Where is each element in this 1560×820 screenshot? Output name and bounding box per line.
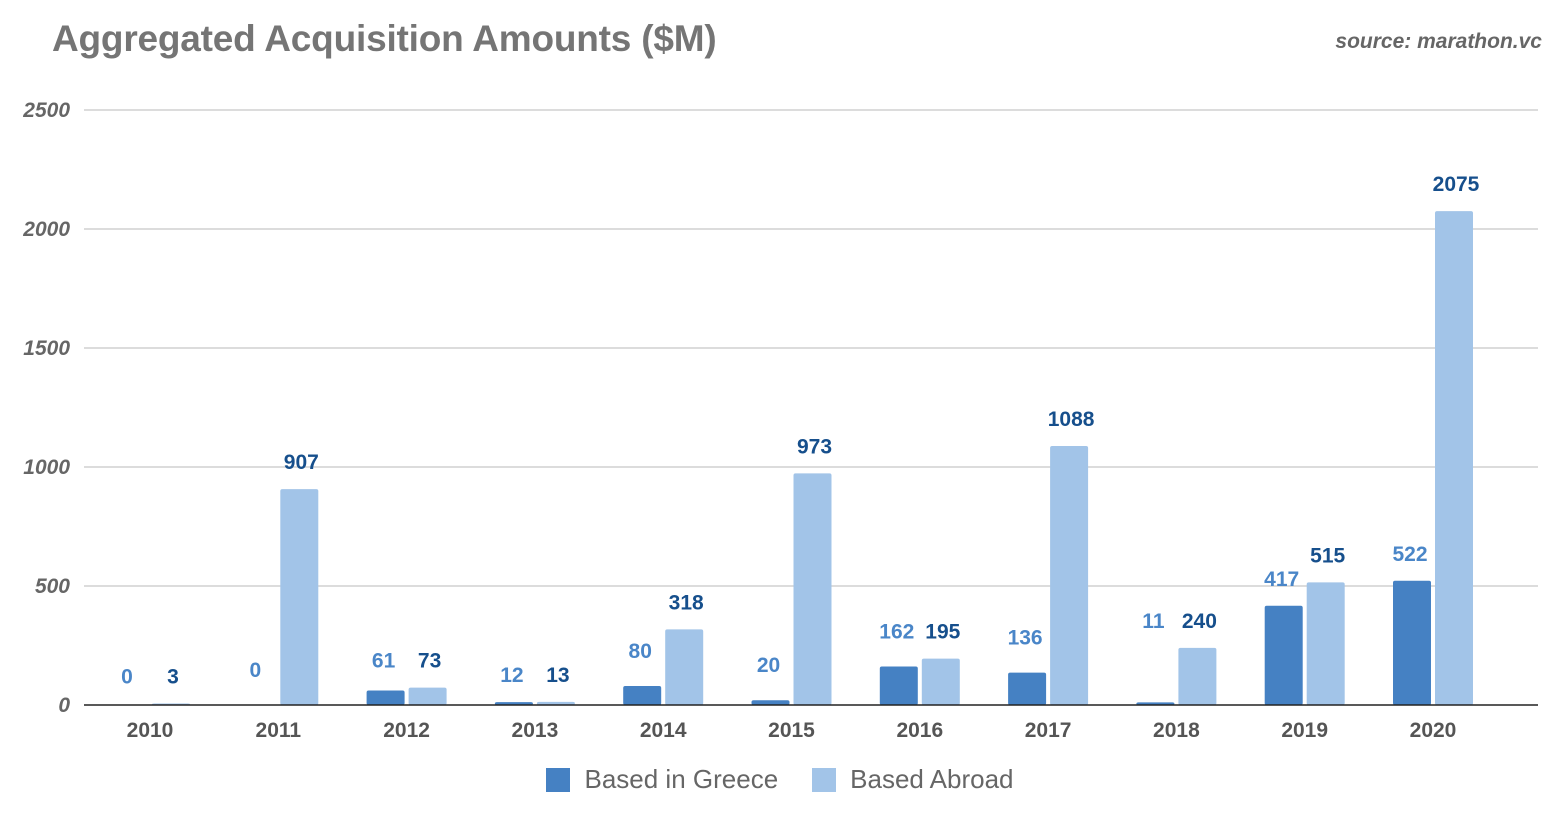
bar-abroad-2012[interactable] [408, 687, 447, 705]
bar-greece-2014[interactable] [623, 685, 662, 705]
bar-abroad-2020[interactable] [1435, 211, 1473, 705]
value-label-greece-2015: 20 [757, 654, 780, 677]
x-tick-label-2019: 2019 [1281, 719, 1328, 742]
value-label-greece-2012: 61 [372, 650, 396, 673]
value-label-greece-2020: 522 [1392, 543, 1427, 566]
y-tick-label-1500: 1500 [23, 337, 70, 360]
value-label-abroad-2019: 515 [1310, 544, 1345, 567]
value-label-abroad-2012: 73 [418, 650, 441, 673]
bar-greece-2015[interactable] [751, 700, 790, 705]
value-label-abroad-2016: 195 [925, 621, 960, 644]
value-label-abroad-2017: 1088 [1048, 408, 1095, 431]
legend-swatch-abroad [812, 767, 837, 792]
legend-item-abroad[interactable]: Based Abroad [812, 764, 1014, 795]
chart-title: Aggregated Acquisition Amounts ($M) [52, 18, 717, 59]
y-tick-label-500: 500 [35, 575, 70, 598]
bar-abroad-2019[interactable] [1306, 582, 1345, 705]
bar-abroad-2018[interactable] [1178, 647, 1217, 705]
value-label-abroad-2014: 318 [669, 591, 704, 614]
bar-abroad-2017[interactable] [1050, 446, 1089, 705]
value-label-greece-2017: 136 [1008, 627, 1043, 650]
value-label-abroad-2010: 3 [167, 666, 179, 689]
bar-greece-2016[interactable] [879, 666, 918, 705]
x-tick-label-2012: 2012 [383, 719, 430, 742]
x-tick-label-2018: 2018 [1153, 719, 1200, 742]
bar-greece-2020[interactable] [1393, 580, 1431, 705]
value-label-greece-2016: 162 [879, 621, 914, 644]
x-tick-label-2017: 2017 [1025, 719, 1072, 742]
x-tick-label-2020: 2020 [1410, 719, 1457, 742]
source-note: source: marathon.vc [1335, 30, 1542, 53]
x-tick-label-2015: 2015 [768, 719, 815, 742]
legend-label-greece: Based in Greece [584, 764, 779, 794]
value-label-greece-2011: 0 [249, 659, 261, 682]
value-label-greece-2019: 417 [1264, 568, 1299, 591]
bar-greece-2017[interactable] [1008, 672, 1047, 705]
y-tick-label-0: 0 [58, 694, 70, 717]
y-tick-label-1000: 1000 [23, 456, 70, 479]
bar-abroad-2016[interactable] [921, 658, 960, 705]
x-tick-label-2013: 2013 [512, 719, 559, 742]
x-tick-label-2016: 2016 [896, 719, 943, 742]
y-tick-label-2500: 2500 [22, 99, 70, 122]
value-label-greece-2014: 80 [629, 640, 652, 663]
x-tick-label-2010: 2010 [127, 719, 174, 742]
value-label-abroad-2013: 13 [546, 664, 569, 687]
value-label-abroad-2020: 2075 [1433, 173, 1480, 196]
value-label-greece-2018: 11 [1142, 610, 1165, 633]
bar-abroad-2011[interactable] [280, 489, 319, 705]
legend-item-greece[interactable]: Based in Greece [546, 764, 778, 795]
legend-swatch-greece [546, 767, 571, 792]
bar-greece-2019[interactable] [1264, 605, 1303, 705]
x-tick-label-2014: 2014 [640, 719, 687, 742]
value-label-abroad-2015: 973 [797, 435, 832, 458]
y-tick-label-2000: 2000 [22, 218, 70, 241]
bar-greece-2012[interactable] [366, 690, 405, 705]
value-label-greece-2013: 12 [500, 664, 523, 687]
bar-abroad-2014[interactable] [665, 629, 704, 705]
x-tick-label-2011: 2011 [256, 719, 302, 742]
value-label-abroad-2018: 240 [1182, 610, 1217, 633]
value-label-abroad-2011: 907 [284, 451, 319, 474]
bar-abroad-2015[interactable] [793, 473, 832, 705]
legend-label-abroad: Based Abroad [850, 764, 1014, 794]
legend: Based in Greece Based Abroad [0, 764, 1560, 795]
value-label-greece-2010: 0 [121, 666, 133, 689]
